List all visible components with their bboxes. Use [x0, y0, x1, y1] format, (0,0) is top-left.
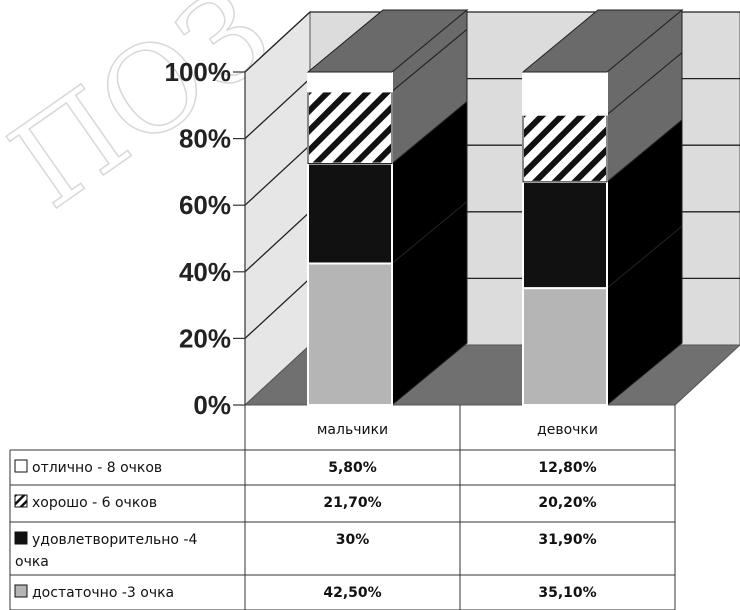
- y-tick-label: 40%: [179, 257, 231, 287]
- bar-segment: [522, 71, 608, 116]
- legend-label: достаточно -3 очка: [32, 585, 174, 601]
- legend-label: удовлетворительно -4: [32, 532, 197, 548]
- y-tick-label: 100%: [165, 57, 232, 87]
- category-label: мальчики: [317, 422, 388, 438]
- data-label: 35,10%: [538, 585, 596, 601]
- data-label: 21,70%: [323, 495, 381, 511]
- y-tick-label: 80%: [179, 124, 231, 154]
- data-label: 20,20%: [538, 495, 596, 511]
- bar-stack-girls: [521, 8, 684, 407]
- bar-segment: [522, 287, 608, 407]
- bars: [306, 8, 684, 407]
- bar-segment: [307, 162, 393, 265]
- bar-segment: [307, 262, 393, 406]
- legend-key: [14, 494, 28, 508]
- bar-stack-boys: [306, 8, 469, 407]
- bar-top-face: [306, 9, 469, 73]
- data-table: мальчики девочки отлично - 8 очков 5,80% 12,…: [9, 405, 676, 610]
- bar-segment: [522, 180, 608, 290]
- bar-segment: [307, 90, 393, 165]
- data-label: 30%: [336, 532, 370, 548]
- legend-label: отлично - 8 очков: [32, 460, 162, 476]
- y-axis: 0% 20% 40% 60% 80% 100%: [165, 57, 246, 420]
- data-label: 42,50%: [323, 585, 381, 601]
- y-tick-label: 20%: [179, 323, 231, 353]
- data-label: 5,80%: [328, 460, 377, 476]
- category-label: девочки: [537, 422, 598, 438]
- data-label: 31,90%: [538, 532, 596, 548]
- legend-key: [14, 584, 28, 598]
- y-tick-label: 0%: [193, 390, 231, 420]
- side-wall: [244, 10, 311, 407]
- y-tick-label: 60%: [179, 190, 231, 220]
- legend-key: [14, 531, 28, 545]
- bar-segment: [522, 113, 608, 183]
- legend-label: хорошо - 6 очков: [32, 495, 157, 511]
- bar-segment: [307, 71, 393, 93]
- legend-label: очка: [15, 554, 49, 570]
- legend-key: [14, 459, 28, 473]
- data-label: 12,80%: [538, 460, 596, 476]
- bar-top-face: [521, 9, 684, 73]
